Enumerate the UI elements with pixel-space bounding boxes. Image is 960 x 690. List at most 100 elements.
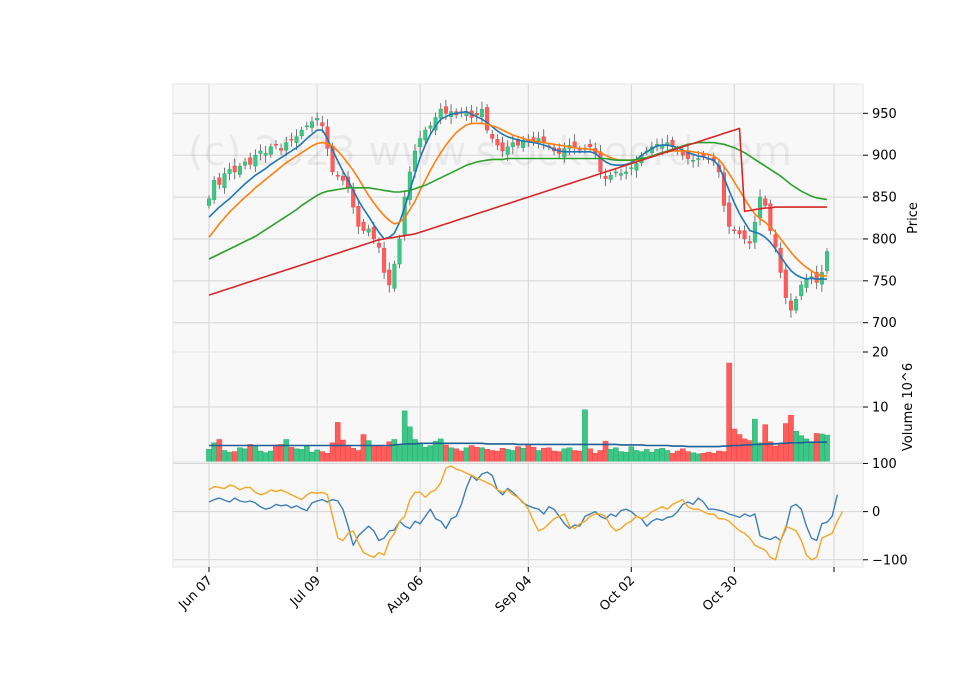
volume-bar [257, 450, 264, 463]
volume-bar [422, 446, 429, 463]
candle-body [763, 198, 768, 206]
candle-body [747, 241, 752, 244]
volume-bar [767, 441, 774, 463]
ma-line [208, 127, 827, 296]
candle-body [212, 180, 217, 200]
candle-body [335, 175, 340, 177]
candle-body [237, 165, 242, 175]
volume-bar [819, 433, 825, 463]
volume-bar [721, 451, 727, 463]
candle-body [294, 136, 299, 143]
volume-bar [571, 450, 578, 463]
candle-body [500, 142, 505, 152]
candle-body [819, 272, 824, 285]
candle-body [443, 106, 448, 114]
volume-bar [314, 449, 320, 463]
candle-body [258, 150, 263, 154]
chart-gridlines [173, 84, 863, 567]
volume-bar [340, 439, 346, 463]
volume-bar [273, 444, 279, 463]
x-tick-label: Oct 02 [597, 573, 638, 614]
candle-body [263, 153, 268, 156]
volume-bar [752, 418, 758, 463]
volume-bar [479, 447, 485, 463]
candle-body [340, 175, 345, 181]
candle-body [727, 202, 732, 227]
volume-bar [242, 448, 248, 463]
volume-bar [628, 446, 635, 463]
chart-axes: 700 750 800 850 900 950 10 20 100 0 −100 [172, 83, 908, 568]
x-tick-label: Aug 06 [384, 573, 427, 616]
volume-bar [561, 448, 568, 463]
candle-body [634, 163, 639, 171]
candle-body [227, 169, 232, 174]
candle-body [572, 141, 577, 148]
candle-body [376, 242, 381, 248]
volume-tick-label: 20 [872, 346, 889, 361]
volume-bar [540, 448, 547, 463]
volume-bar [726, 362, 732, 463]
candle-body [315, 118, 320, 121]
volume-bar [396, 445, 403, 463]
volume-bar [417, 442, 423, 463]
volume-bar [664, 450, 671, 463]
volume-bar [813, 433, 820, 463]
candle-body [613, 171, 618, 174]
volume-bar [520, 448, 526, 463]
candle-body [222, 173, 227, 189]
candle-body [206, 198, 211, 206]
volume-bar [674, 450, 681, 463]
volume-bar [237, 447, 243, 463]
candle-body [485, 107, 490, 131]
volume-bar [283, 439, 290, 463]
volume-bar [736, 434, 743, 463]
panel-background-1 [173, 84, 863, 352]
volume-bar [427, 445, 434, 463]
volume-bar [371, 445, 377, 463]
volume-bar [499, 448, 506, 463]
candle-body [619, 173, 624, 176]
candle-body [371, 227, 376, 240]
x-tick-label: Sep 04 [493, 573, 536, 616]
volume-bar [350, 448, 357, 463]
volume-bar [525, 445, 532, 463]
volume-bar [824, 434, 830, 463]
candle-body [773, 234, 778, 248]
price-moving-averages [208, 110, 828, 296]
price-tick-label: 950 [872, 107, 897, 122]
volume-bar [515, 446, 521, 463]
volume-bar [437, 438, 444, 463]
volume-bar [504, 449, 511, 463]
candle-body [804, 278, 809, 288]
volume-bar [231, 451, 238, 463]
candle-body [320, 122, 325, 127]
volume-bar [206, 449, 212, 463]
candle-body [577, 149, 582, 151]
volume-bar [293, 448, 300, 463]
volume-bar [432, 440, 439, 463]
candle-body [758, 196, 763, 219]
volume-bar [443, 444, 449, 463]
volume-bar [757, 442, 763, 463]
candle-body [397, 238, 402, 265]
volume-bar [607, 449, 614, 463]
oscillator-line [208, 465, 844, 561]
volume-bar [298, 449, 305, 463]
candle-body [382, 247, 387, 273]
volume-bar [613, 447, 619, 463]
candle-body [788, 300, 793, 311]
candle-body [253, 154, 258, 167]
volume-bar [551, 450, 557, 463]
volume-bar [319, 451, 326, 463]
price-tick-label: 750 [872, 274, 897, 289]
volume-bar [334, 422, 341, 463]
volume-bar [680, 448, 686, 463]
candle-body [279, 148, 284, 151]
ma-line [208, 141, 828, 260]
volume-bar [685, 451, 691, 463]
candle-body [531, 137, 536, 141]
candle-body [423, 129, 428, 141]
candle-body [490, 134, 495, 139]
volume-bar [793, 431, 799, 463]
candle-body [691, 160, 696, 162]
